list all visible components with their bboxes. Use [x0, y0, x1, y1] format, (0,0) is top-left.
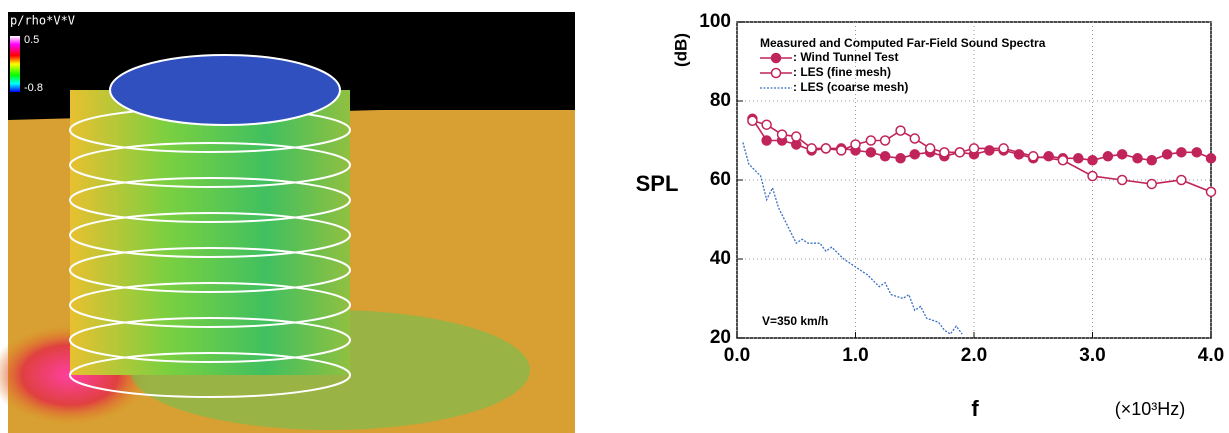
data-point — [776, 129, 788, 140]
legend-label: : LES (coarse mesh) — [793, 80, 908, 94]
y-axis-label: SPL — [636, 171, 679, 196]
x-tick-label: 0.0 — [724, 345, 750, 366]
legend-label: : LES (fine mesh) — [793, 65, 891, 79]
y-axis-unit: (dB) — [671, 33, 690, 67]
colorbar-max: 0.5 — [24, 34, 39, 46]
legend-title: Measured and Computed Far-Field Sound Sp… — [760, 36, 1046, 50]
data-point — [895, 153, 906, 164]
data-point — [895, 125, 906, 136]
data-point — [998, 143, 1009, 154]
y-tick-label: 60 — [710, 169, 731, 190]
legend-label: : Wind Tunnel Test — [793, 50, 898, 64]
series-line — [742, 142, 963, 335]
legend-marker — [770, 67, 782, 79]
data-point — [1116, 149, 1128, 160]
data-point — [836, 145, 847, 156]
data-point — [1191, 147, 1203, 158]
y-tick-label: 100 — [699, 11, 731, 32]
data-point — [1205, 153, 1217, 164]
data-point — [1146, 178, 1157, 190]
x-axis-label: f — [971, 396, 979, 421]
chart: SPL (dB) f (×10³Hz) Measured and Compute… — [636, 11, 1225, 421]
data-point — [1028, 151, 1039, 162]
data-point — [1132, 153, 1143, 164]
data-point — [968, 143, 980, 154]
data-point — [1116, 174, 1128, 186]
data-point — [850, 139, 861, 150]
colorbar-min: -0.8 — [24, 82, 43, 94]
x-tick-label: 4.0 — [1198, 345, 1224, 366]
simulation-image: p/rho*V*V 0.5 -0.8 — [0, 12, 575, 433]
data-point — [1073, 153, 1084, 164]
data-point — [761, 135, 772, 146]
data-point — [1176, 147, 1187, 158]
data-point — [924, 143, 936, 154]
x-axis-unit: (×10³Hz) — [1115, 399, 1186, 419]
data-point — [806, 143, 817, 154]
data-point — [820, 143, 832, 154]
data-point — [1102, 151, 1114, 162]
data-point — [879, 135, 891, 146]
data-point — [865, 135, 877, 146]
series-line — [751, 118, 1212, 162]
y-tick-label: 40 — [710, 248, 731, 269]
data-point — [761, 119, 772, 130]
legend-marker — [770, 52, 782, 64]
data-point — [865, 147, 877, 158]
y-tick-label: 80 — [710, 90, 731, 111]
x-tick-label: 3.0 — [1079, 345, 1105, 366]
y-tick-label: 20 — [710, 327, 731, 348]
data-point — [879, 151, 891, 162]
data-point — [909, 149, 920, 160]
data-point — [954, 147, 966, 158]
data-point — [984, 145, 995, 156]
data-point — [1161, 149, 1173, 160]
data-point — [939, 147, 950, 158]
colorbar-title: p/rho*V*V — [10, 14, 75, 28]
annotation: V=350 km/h — [762, 314, 828, 328]
data-point — [909, 133, 920, 144]
x-tick-label: 2.0 — [961, 345, 987, 366]
data-point — [1146, 155, 1157, 166]
data-point — [1057, 155, 1069, 166]
data-point — [1205, 186, 1217, 198]
data-point — [791, 131, 802, 142]
data-point — [747, 115, 758, 126]
data-point — [1176, 174, 1187, 186]
data-point — [1087, 170, 1098, 182]
data-point — [1087, 155, 1098, 166]
x-tick-label: 1.0 — [842, 345, 868, 366]
